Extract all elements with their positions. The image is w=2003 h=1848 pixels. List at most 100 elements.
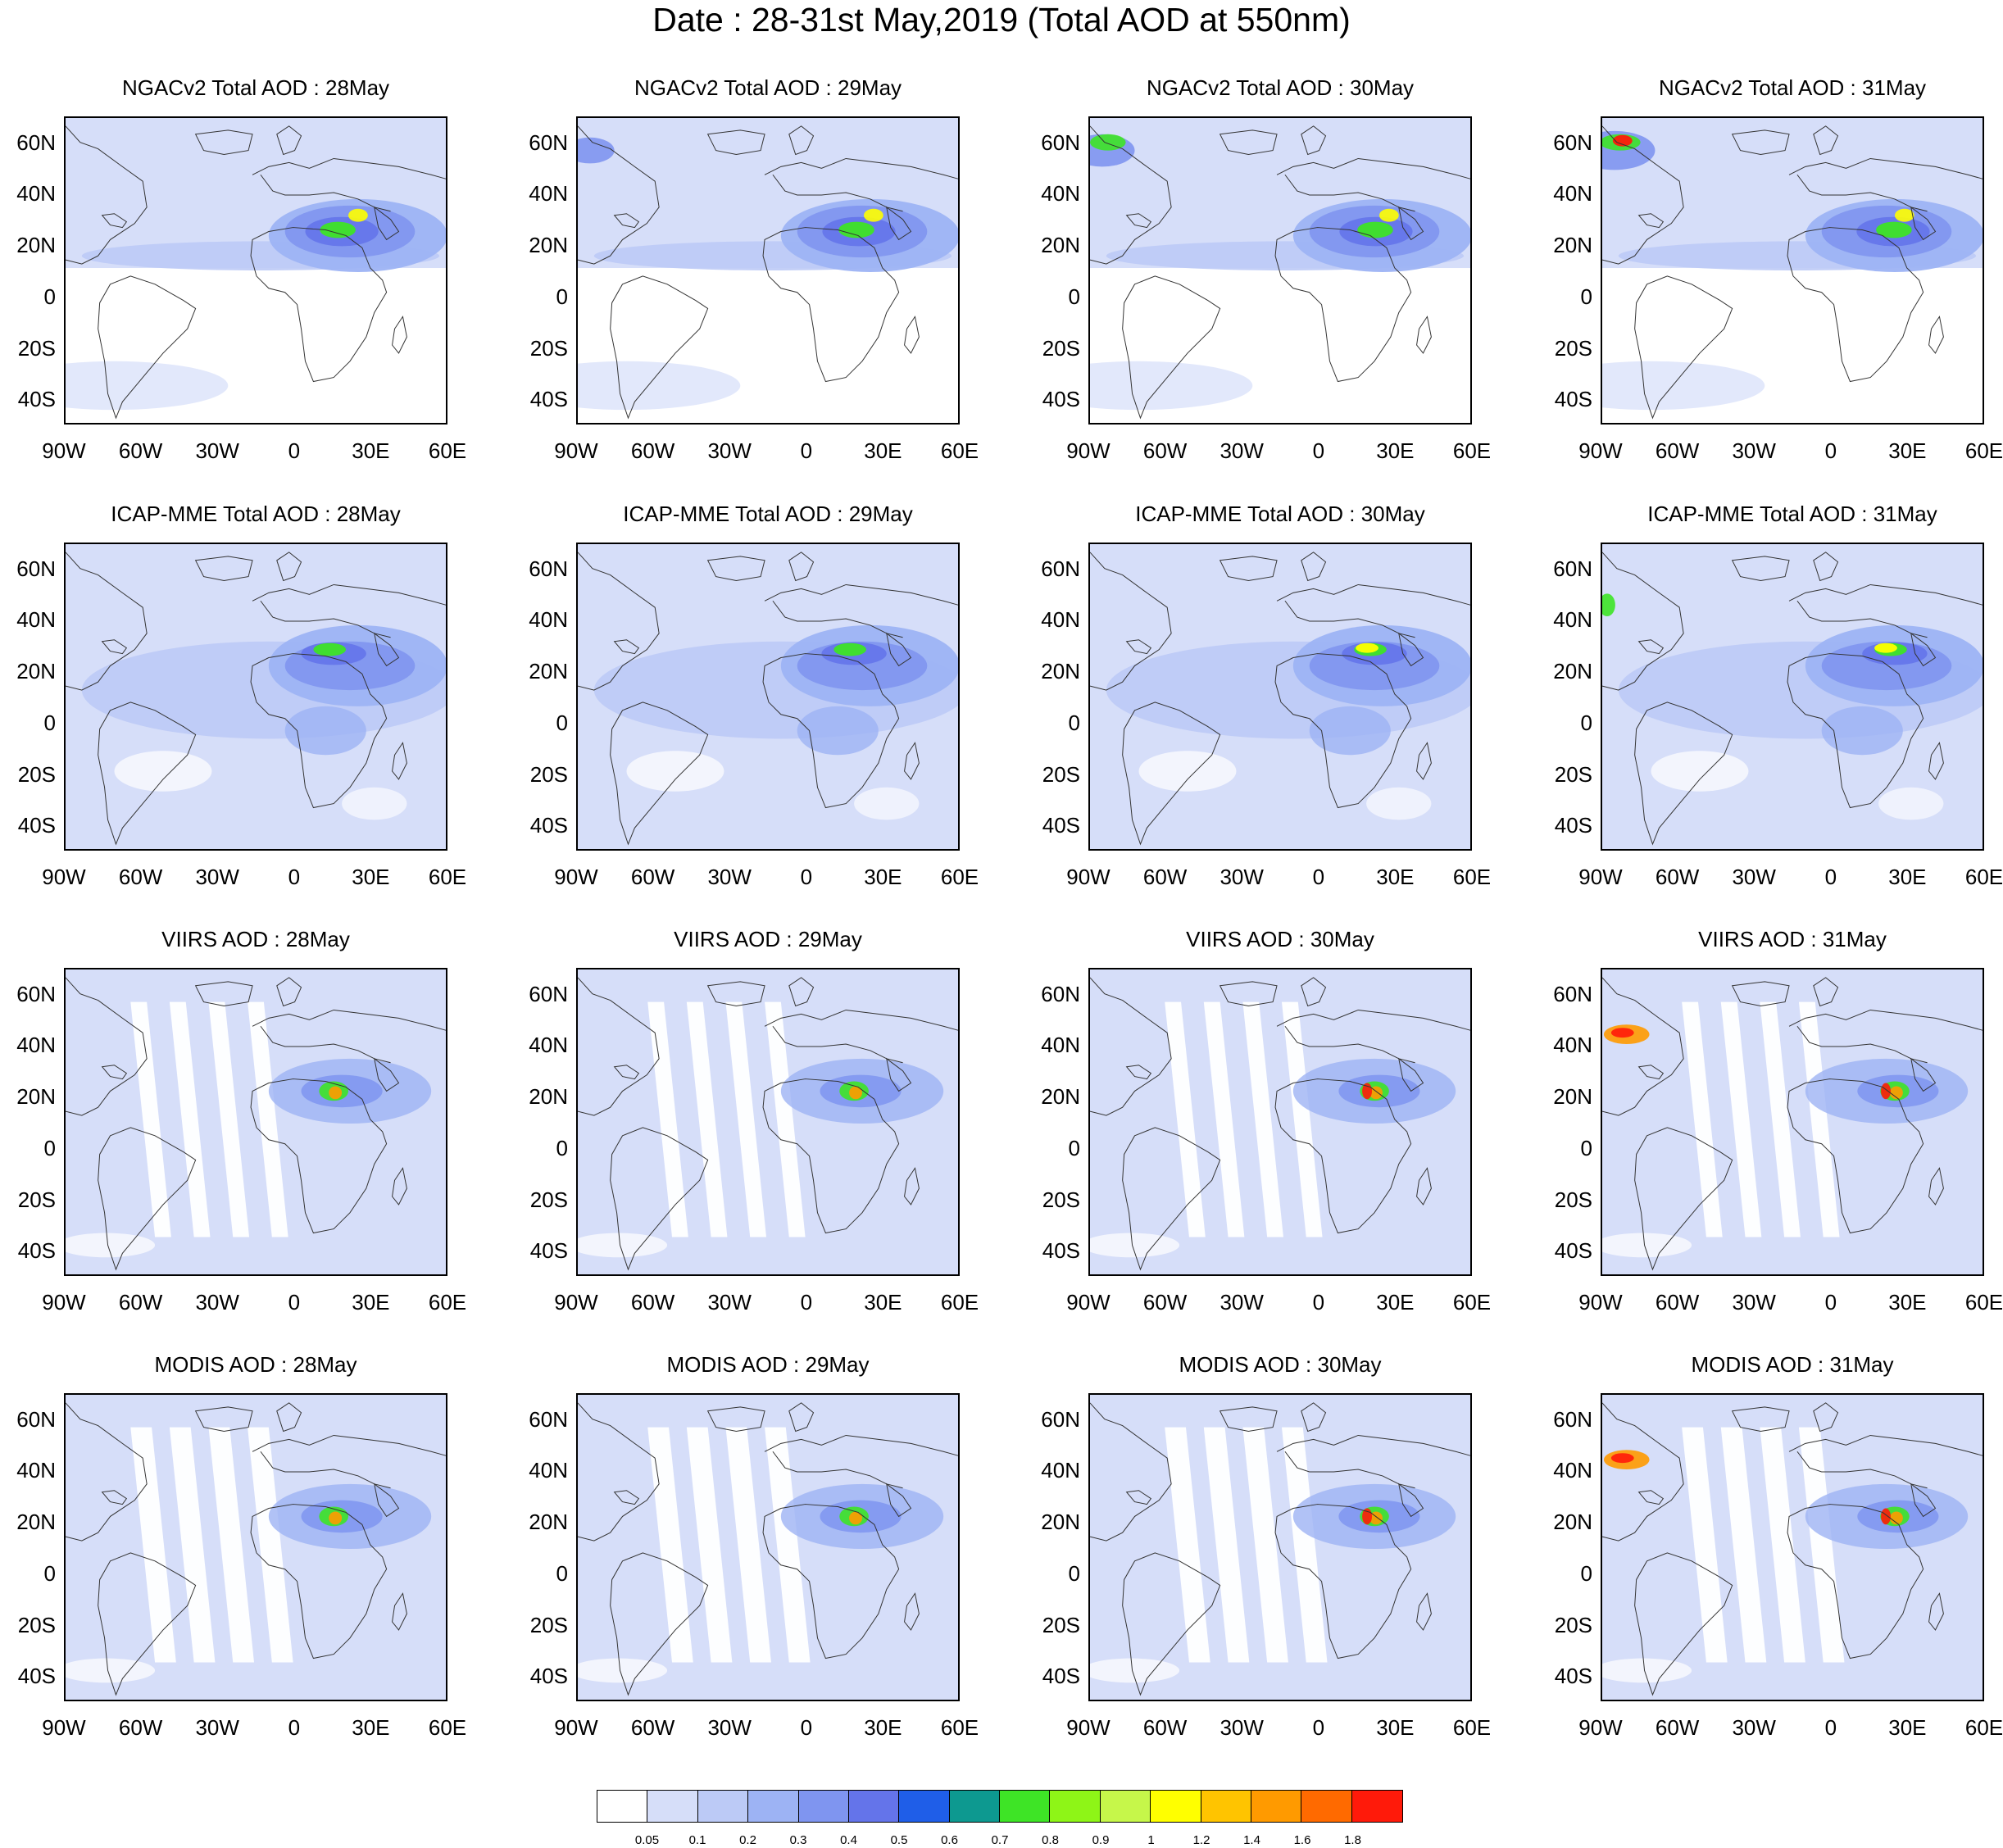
longitude-label: 60W [1655, 865, 1700, 889]
coastlines [66, 125, 446, 420]
longitude-label: 90W [42, 438, 86, 463]
data-gap [1760, 1427, 1805, 1663]
latitude-label: 0 [1068, 1135, 1080, 1160]
latitude-label: 60N [1553, 1406, 1592, 1432]
panel-title: MODIS AOD : 31May [1691, 1352, 1894, 1377]
coastline [250, 653, 388, 809]
longitude-label: 60E [1452, 865, 1492, 889]
coastline [1928, 1167, 1944, 1206]
colorbar-tick-label: 0.7 [991, 1833, 1009, 1847]
coastline [1731, 129, 1790, 156]
coastlines [578, 125, 958, 420]
aod-plume [1309, 706, 1391, 756]
latitude-label: 40N [16, 181, 56, 207]
coastline [98, 702, 197, 846]
latitude-label: 20N [16, 659, 56, 684]
data-gap [725, 1427, 771, 1663]
coastline [1796, 600, 1928, 638]
aod-hotspot [329, 1511, 343, 1525]
aod-field [66, 1395, 446, 1700]
coastline [1602, 125, 1684, 265]
colorbar-box [597, 1791, 648, 1822]
coastlines [66, 1402, 446, 1696]
coastlines [1090, 977, 1470, 1271]
clean-air [342, 787, 407, 820]
data-gap [1281, 1427, 1328, 1663]
coastline [392, 1167, 407, 1206]
latitude-label: 20S [17, 1612, 56, 1637]
clean-air [1366, 787, 1432, 820]
coastline [1602, 552, 1684, 691]
coastline [276, 1402, 302, 1433]
colorbar-box [848, 1791, 900, 1822]
smoke-plume [1612, 134, 1633, 147]
colorbar-box [1301, 1791, 1352, 1822]
coastline [613, 639, 640, 655]
aod-field [1602, 544, 1983, 849]
coastline [66, 125, 148, 265]
coastline [1928, 742, 1944, 780]
coastlines [1602, 977, 1983, 1271]
aod-hotspot [348, 208, 368, 222]
longitude-label: 0 [1312, 438, 1325, 463]
coastline [1910, 1482, 1937, 1518]
coastline [1813, 977, 1839, 1007]
latitude-label: 20N [16, 1510, 56, 1535]
map-panel [576, 968, 960, 1276]
coastlines [578, 977, 958, 1271]
coastline [1910, 206, 1937, 241]
coastline [1637, 1065, 1665, 1080]
coastline [610, 1552, 709, 1696]
map-canvas [1602, 544, 1983, 849]
longitude-label: 30E [864, 865, 902, 889]
latitude-label: 40N [1553, 1033, 1592, 1058]
longitude-label: 90W [554, 1290, 598, 1314]
data-gap [765, 1001, 806, 1237]
latitude-label: 20S [529, 335, 568, 361]
coastlines [66, 552, 446, 846]
longitude-label: 60E [428, 1715, 467, 1740]
coastline [1813, 552, 1839, 582]
latitude-label: 40S [1554, 813, 1592, 838]
map-panel [64, 543, 447, 851]
longitude-label: 30W [1220, 1290, 1264, 1314]
data-gap [1720, 1001, 1762, 1237]
aod-hotspot [849, 1086, 863, 1100]
longitude-label: 30W [1732, 1715, 1776, 1740]
map-canvas [66, 118, 446, 423]
longitude-label: 30E [352, 438, 390, 463]
colorbar-tick-label: 1.6 [1293, 1833, 1311, 1847]
map-canvas [66, 544, 446, 849]
map-canvas [578, 118, 958, 423]
latitude-label: 20S [1554, 1612, 1592, 1637]
panel-title: NGACv2 Total AOD : 29May [634, 75, 902, 100]
map-panel [1088, 1393, 1472, 1701]
clean-air [1878, 787, 1944, 820]
data-gap [1798, 1427, 1845, 1663]
longitude-label: 30E [1376, 865, 1415, 889]
coastline [392, 742, 407, 780]
latitude-label: 20N [1553, 659, 1592, 684]
aod-plume [797, 706, 879, 756]
coastline [1787, 1078, 1924, 1234]
panel-title: ICAP-MME Total AOD : 29May [623, 502, 913, 526]
latitude-label: 0 [556, 710, 568, 735]
coastline [98, 1127, 197, 1271]
coastline [1928, 316, 1944, 354]
latitude-label: 40N [1553, 1458, 1592, 1483]
coastline [706, 556, 765, 582]
coastline [1731, 556, 1790, 582]
longitude-label: 0 [800, 1290, 813, 1314]
data-gap [169, 1001, 211, 1237]
latitude-label: 0 [556, 1135, 568, 1160]
latitude-label: 0 [1580, 1560, 1592, 1586]
longitude-label: 90W [42, 1715, 86, 1740]
latitude-label: 60N [1041, 556, 1080, 581]
clean-air [1090, 1658, 1180, 1683]
colorbar-box [949, 1791, 1000, 1822]
data-gap [208, 1427, 255, 1663]
coastlines [66, 977, 446, 1271]
latitude-label: 40S [529, 387, 568, 412]
latitude-label: 60N [16, 129, 56, 155]
panel-title: VIIRS AOD : 29May [674, 927, 862, 951]
